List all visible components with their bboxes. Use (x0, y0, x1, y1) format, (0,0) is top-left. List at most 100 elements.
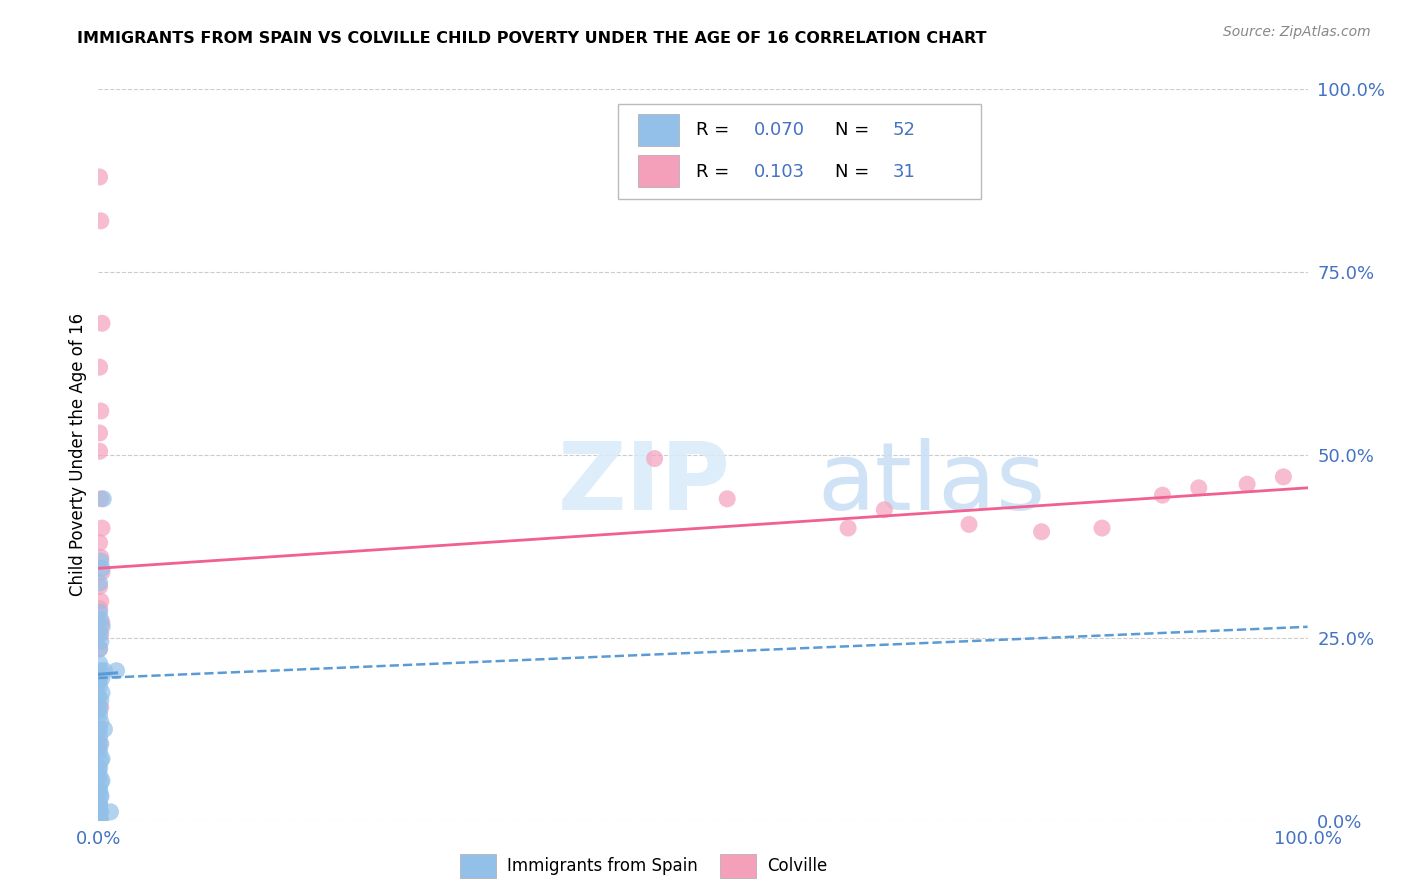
Text: Immigrants from Spain: Immigrants from Spain (508, 857, 697, 875)
Point (644, 451, 666, 466)
Point (89, 601, 111, 615)
Point (87, 704, 110, 718)
Point (1091, 521, 1114, 535)
Point (837, 521, 859, 535)
FancyBboxPatch shape (619, 103, 981, 199)
Text: 52: 52 (893, 121, 915, 139)
Point (87, 784, 110, 798)
Point (89, 678, 111, 692)
Point (1272, 470, 1295, 484)
Point (90, 700, 112, 714)
Point (1152, 488, 1174, 502)
Point (100, 805, 122, 819)
Point (91, 773, 114, 788)
Point (89, 360, 111, 375)
Point (90, 754, 112, 768)
Point (90, 491, 112, 506)
Point (90, 775, 112, 789)
Point (90, 664, 112, 678)
Point (89, 671, 111, 685)
Point (87, 690, 110, 704)
Point (91, 620, 114, 634)
Point (90, 612, 112, 626)
Text: ZIP: ZIP (558, 438, 731, 530)
Text: Source: ZipAtlas.com: Source: ZipAtlas.com (1223, 25, 1371, 39)
Text: R =: R = (696, 163, 735, 181)
Point (89, 797, 111, 812)
Point (89, 744, 111, 758)
Point (90, 627, 112, 641)
Point (1031, 524, 1053, 539)
FancyBboxPatch shape (638, 155, 679, 187)
Point (105, 664, 128, 678)
Point (91, 671, 114, 685)
Point (89, 535, 111, 549)
Text: IMMIGRANTS FROM SPAIN VS COLVILLE CHILD POVERTY UNDER THE AGE OF 16 CORRELATION : IMMIGRANTS FROM SPAIN VS COLVILLE CHILD … (77, 31, 987, 46)
Point (89, 797, 111, 812)
Point (91, 491, 114, 506)
Point (90, 788, 112, 802)
Point (873, 503, 896, 517)
Point (89, 641, 111, 656)
Point (90, 714, 112, 729)
Point (89, 730, 111, 744)
Point (91, 686, 114, 700)
Point (91, 616, 114, 631)
Point (89, 169, 111, 184)
Point (91, 751, 114, 765)
Point (89, 627, 111, 641)
Point (89, 805, 111, 819)
Text: N =: N = (835, 163, 875, 181)
Point (90, 805, 112, 819)
Text: R =: R = (696, 121, 735, 139)
Text: 31: 31 (893, 163, 915, 181)
Point (90, 634, 112, 648)
Point (90, 554, 112, 568)
Point (89, 641, 111, 656)
Point (1188, 481, 1211, 495)
Point (89, 737, 111, 751)
Text: 0.070: 0.070 (754, 121, 804, 139)
Point (90, 737, 112, 751)
Point (89, 657, 111, 671)
Point (93, 723, 115, 737)
Text: N =: N = (835, 121, 875, 139)
Point (89, 723, 111, 737)
Point (89, 707, 111, 722)
FancyBboxPatch shape (460, 854, 496, 879)
Point (90, 814, 112, 828)
Point (89, 444, 111, 458)
Point (87, 763, 110, 777)
Point (91, 316, 114, 330)
FancyBboxPatch shape (638, 114, 679, 146)
Point (716, 491, 738, 506)
Text: atlas: atlas (818, 438, 1046, 530)
Point (89, 700, 111, 714)
Point (87, 674, 110, 689)
Point (87, 799, 110, 814)
Point (90, 790, 112, 805)
Point (89, 814, 111, 828)
Point (89, 425, 111, 440)
Point (90, 594, 112, 608)
Text: 0.103: 0.103 (754, 163, 804, 181)
Point (91, 561, 114, 575)
Point (89, 812, 111, 826)
Point (90, 693, 112, 707)
Point (89, 580, 111, 594)
Point (87, 806, 110, 821)
Point (93, 664, 115, 678)
Point (90, 214, 112, 228)
Point (89, 576, 111, 591)
Y-axis label: Child Poverty Under the Age of 16: Child Poverty Under the Age of 16 (69, 313, 87, 597)
Point (957, 517, 980, 532)
Point (87, 740, 110, 755)
Point (89, 768, 111, 782)
Point (89, 783, 111, 797)
Text: Colville: Colville (768, 857, 827, 875)
Point (90, 404, 112, 418)
Point (91, 521, 114, 535)
Point (1236, 477, 1258, 491)
Point (89, 761, 111, 775)
FancyBboxPatch shape (720, 854, 756, 879)
